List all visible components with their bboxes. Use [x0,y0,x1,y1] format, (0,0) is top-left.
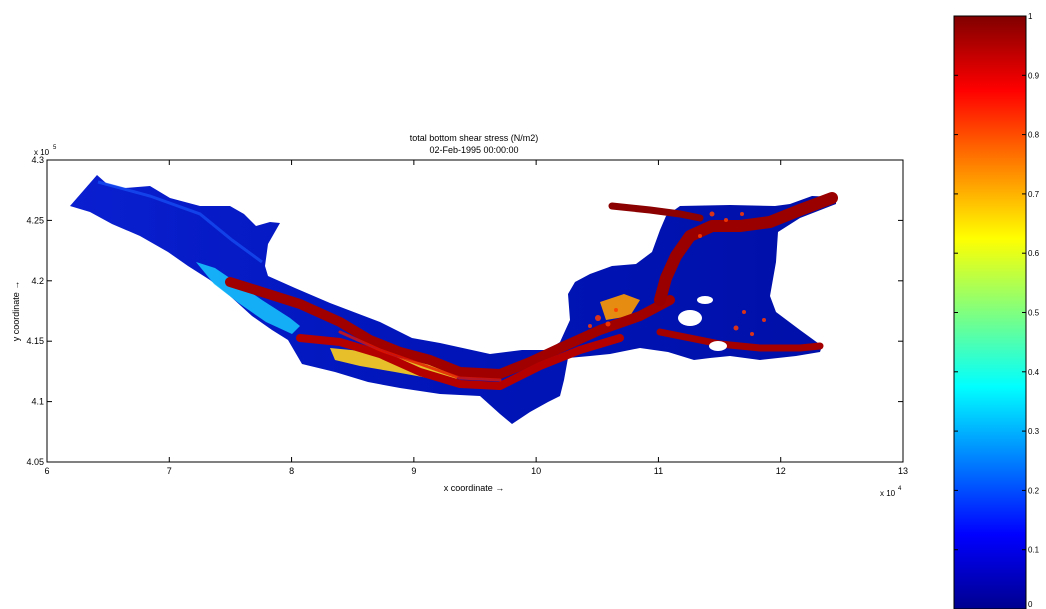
chart-title: total bottom shear stress (N/m2) [410,133,539,143]
y-tick-label: 4.2 [31,276,44,286]
y-exponent: 5 [53,145,57,151]
y-tick-label: 4.25 [26,215,44,225]
colorbar-tick-label: 1 [1028,12,1033,21]
colorbar [953,15,1027,609]
colorbar-tick-label: 0.1 [1028,546,1040,555]
colorbar-ticks: 0 0.1 0.2 0.3 0.4 0.5 0.6 0.7 0.8 0.9 1 [954,12,1040,609]
colorbar-tick-label: 0.3 [1028,427,1040,436]
y-axis: 4.05 4.1 4.15 4.2 4.25 4.3 [26,155,903,467]
y-tick-label: 4.3 [31,155,44,165]
x-axis: 6 7 8 9 10 11 12 13 [44,160,908,476]
stress-speckle [588,211,766,336]
colorbar-tick-label: 0.9 [1028,71,1040,80]
main-channel-core [338,330,502,382]
x-axis-label: x coordinate → [444,483,505,493]
estuary-basin [70,175,836,424]
colorbar-tick-label: 0.4 [1028,368,1040,377]
north-strip [608,202,704,222]
x-exponent: 4 [898,486,902,492]
main-channel-upper [225,277,675,379]
island [709,341,727,351]
south-branch [656,328,824,352]
y-tick-label: 4.05 [26,457,44,467]
colorbar-tick-label: 0.5 [1028,309,1040,318]
x-tick-label: 9 [411,466,416,476]
x-tick-label: 13 [898,466,908,476]
chart-subtitle: 02-Feb-1995 00:00:00 [429,145,518,155]
mid-stress-zone [600,294,640,320]
island [678,310,702,326]
colorbar-tick-label: 0.2 [1028,486,1040,495]
colorbar-tick-label: 0.8 [1028,131,1040,140]
y-axis-label: y coordinate → [11,281,21,342]
x-tick-label: 11 [654,466,663,476]
island [697,296,713,304]
colorbar-tick-label: 0.6 [1028,249,1040,258]
x-tick-label: 8 [289,466,294,476]
basin-edge-north [97,180,263,264]
y-tick-label: 4.1 [31,397,44,407]
axes-box [46,159,904,463]
x-tick-label: 12 [776,466,786,476]
north-branch [654,192,838,306]
mid-stress-zone [196,262,300,334]
plot-area [46,159,904,463]
y-tick-label: 4.15 [26,336,44,346]
y-multiplier: x 10 [34,148,50,157]
x-tick-label: 7 [167,466,172,476]
x-multiplier: x 10 [880,489,896,498]
x-tick-label: 10 [531,466,541,476]
x-tick-label: 6 [44,466,49,476]
colorbar-tick-label: 0 [1028,600,1033,609]
main-channel-lower [296,334,624,390]
colorbar-tick-label: 0.7 [1028,190,1040,199]
